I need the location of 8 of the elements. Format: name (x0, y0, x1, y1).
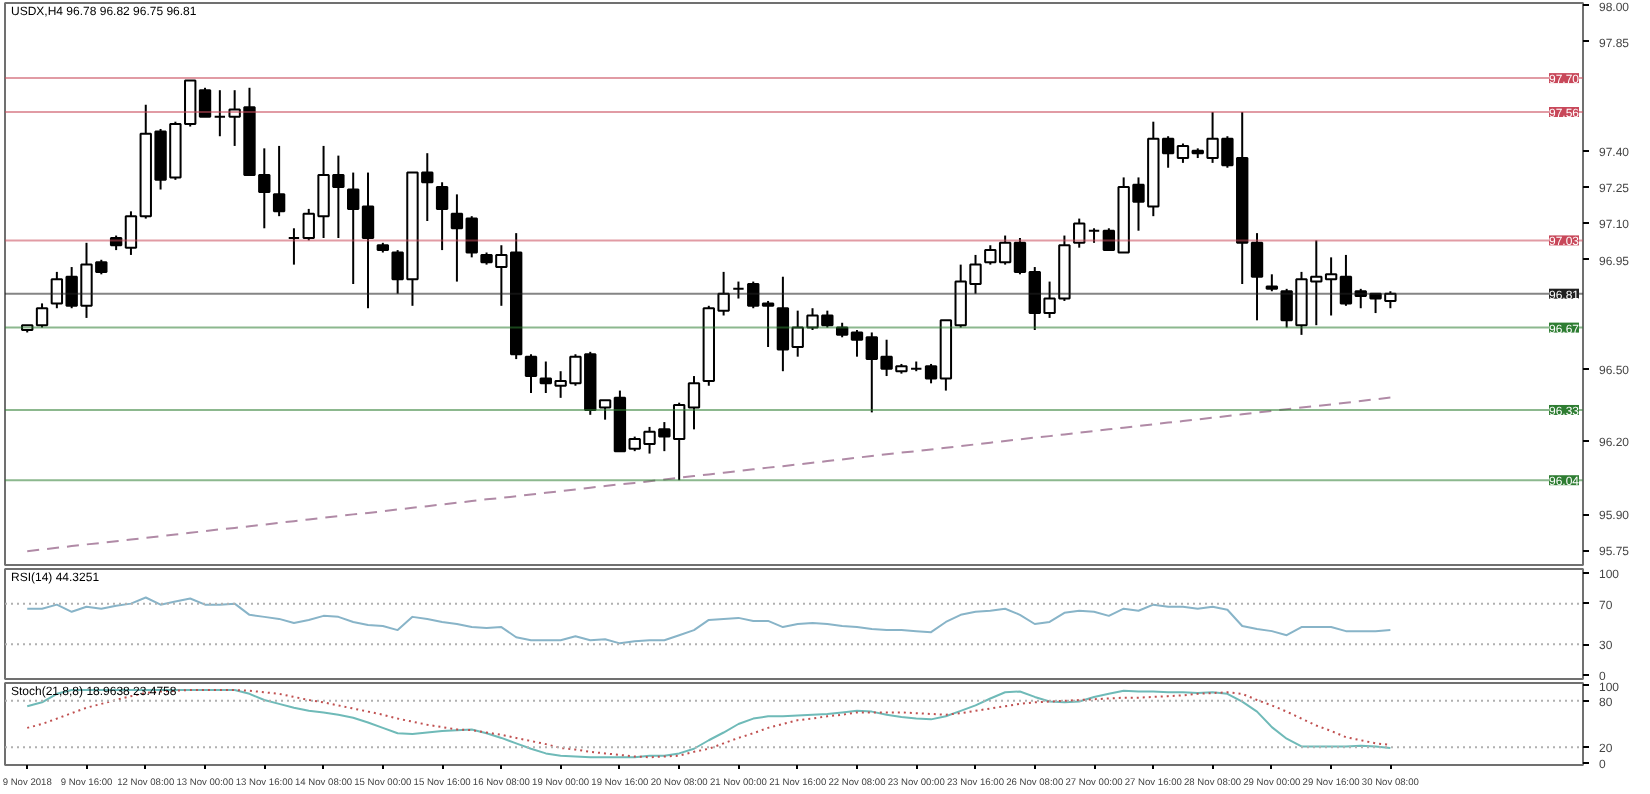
candlestick (287, 227, 301, 266)
candlestick (435, 181, 449, 252)
line-series (26, 596, 1392, 645)
line-series (26, 396, 1392, 553)
candlestick (1087, 227, 1101, 244)
candlestick (524, 353, 538, 395)
candlestick (272, 144, 286, 218)
candlestick (1073, 217, 1086, 249)
